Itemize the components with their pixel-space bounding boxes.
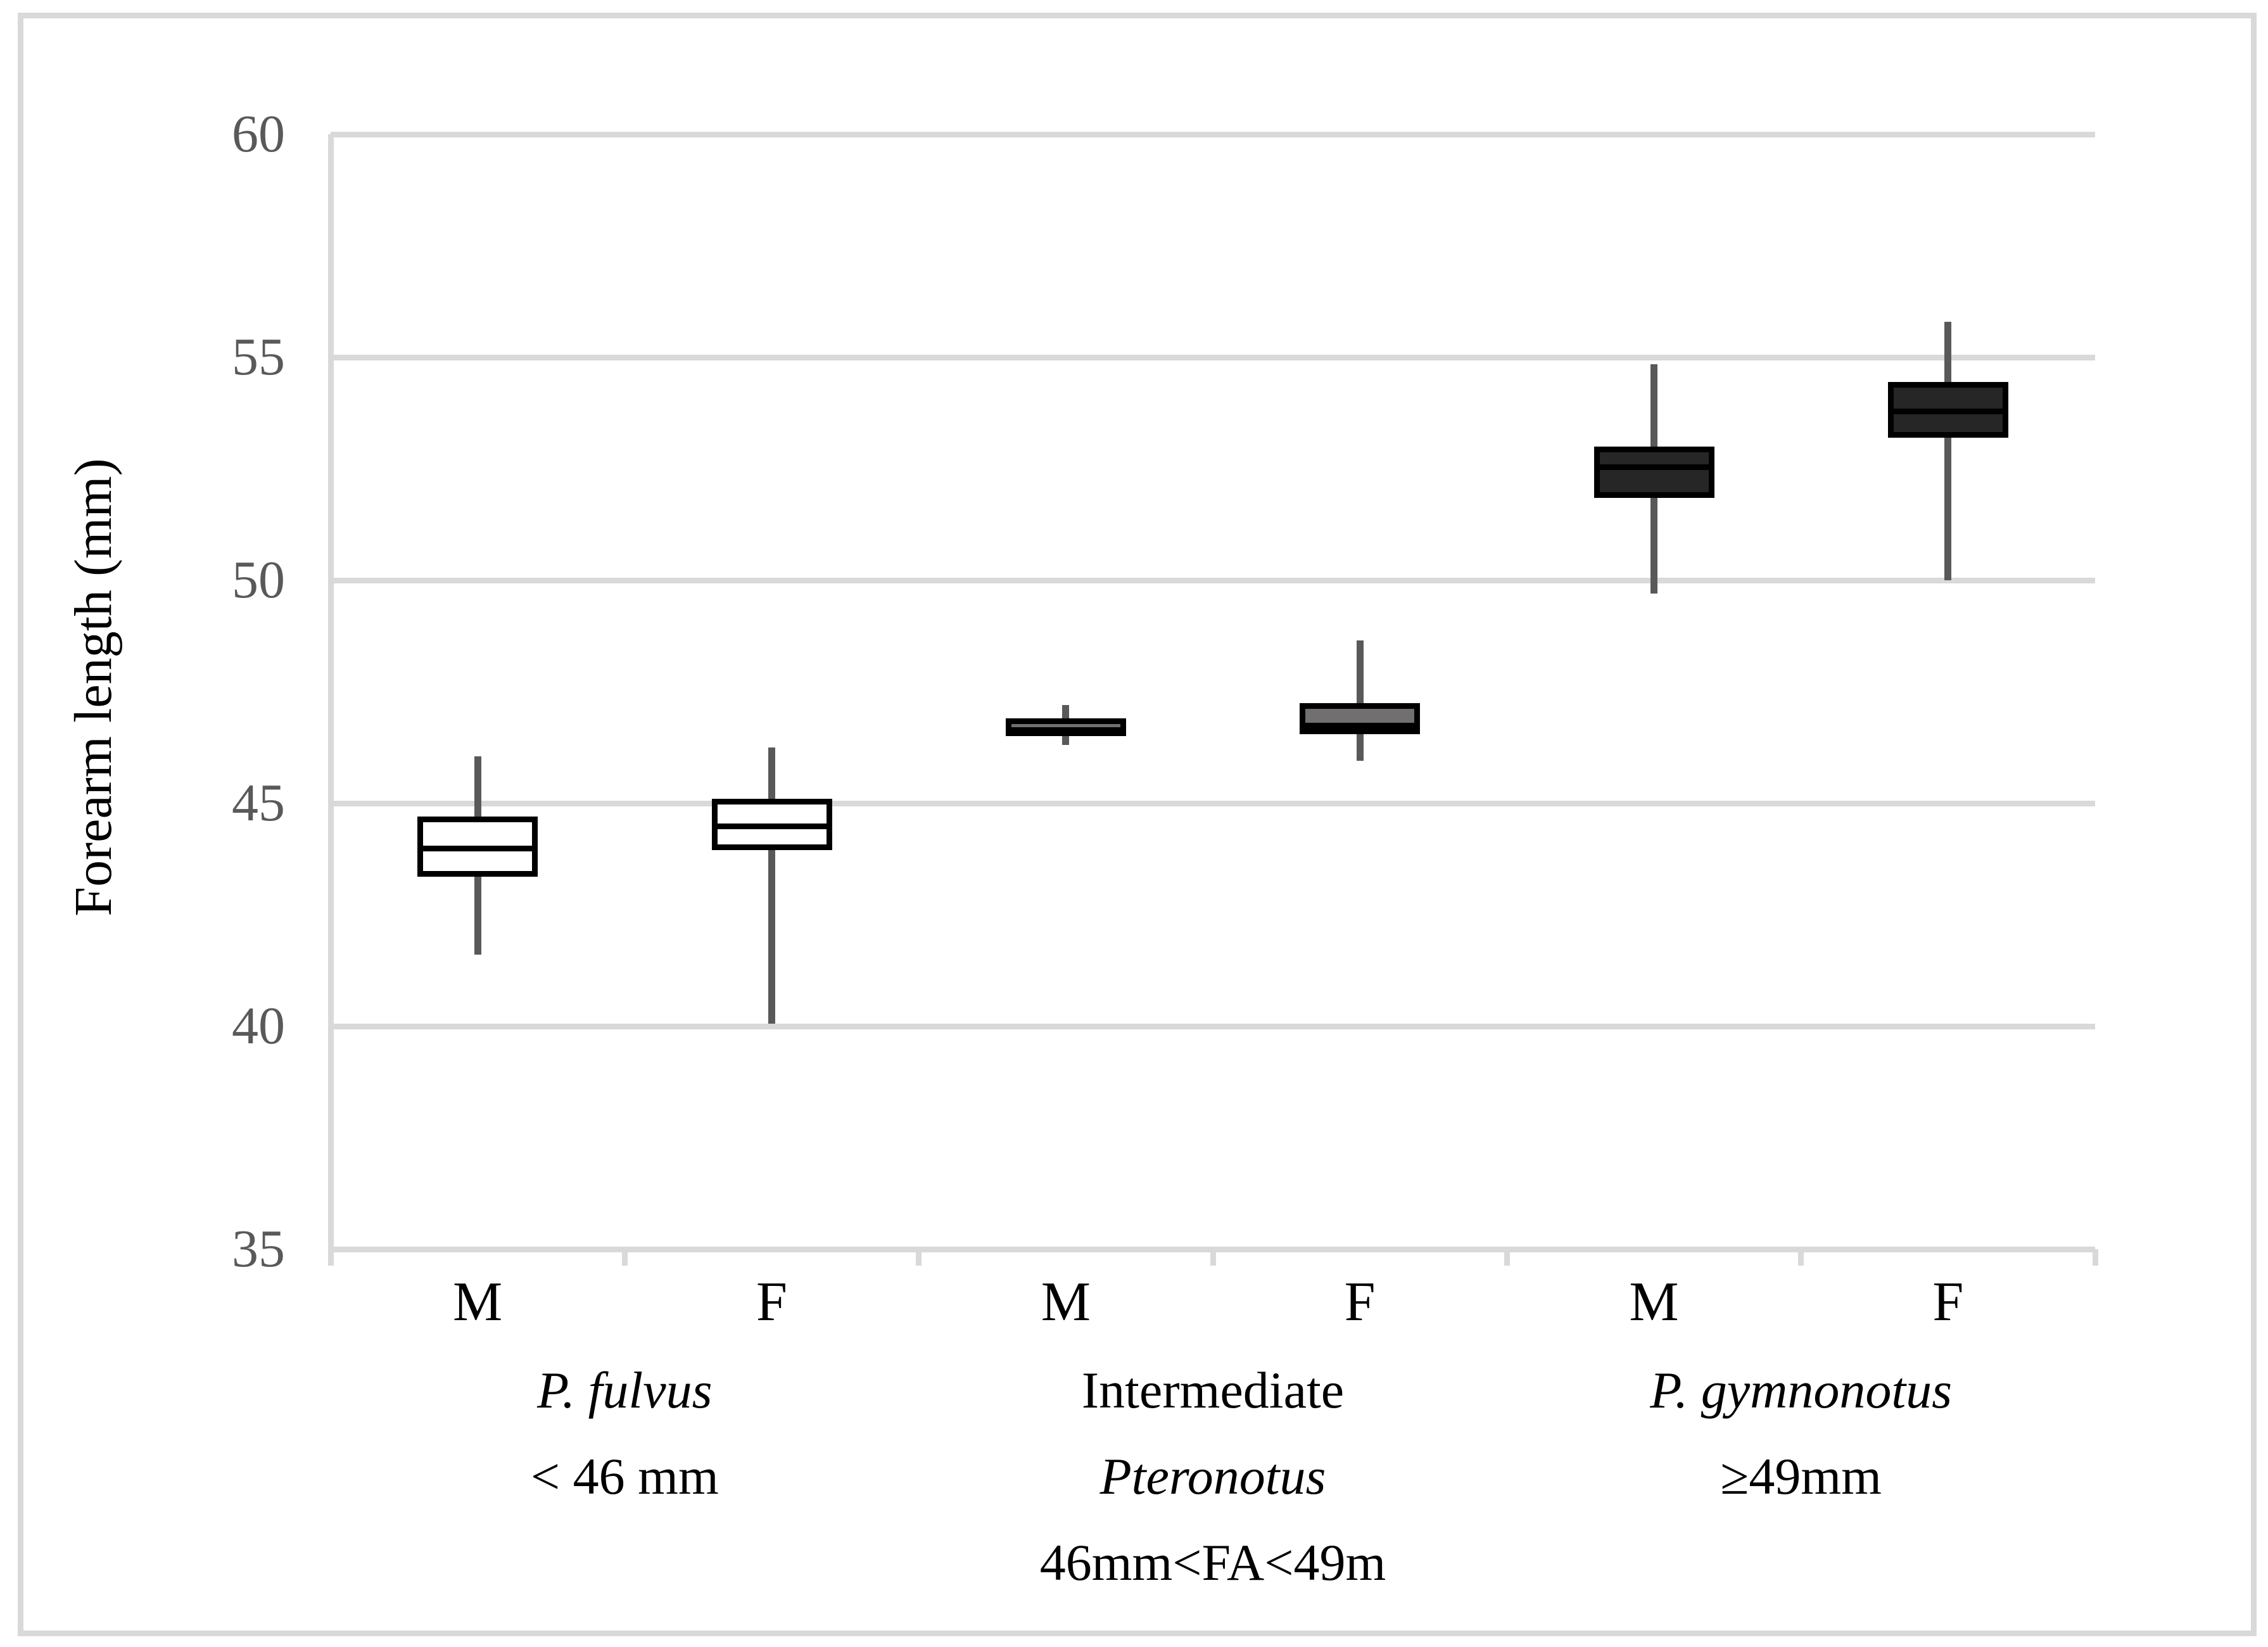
x-axis-tick	[1504, 1249, 1510, 1266]
boxplot-box-F-2	[1887, 381, 2008, 438]
y-tick-label: 50	[232, 550, 285, 609]
group-label-line: Pteronotus	[1099, 1447, 1326, 1505]
x-axis-tick	[621, 1249, 628, 1266]
y-gridline	[331, 131, 2095, 137]
y-tick-label: 35	[232, 1219, 285, 1278]
group-label-line: ≥49mm	[1720, 1447, 1882, 1505]
group-label-line: 46mm<FA<49m	[1039, 1534, 1386, 1591]
figure-border	[18, 13, 2257, 1636]
y-gridline	[331, 800, 2095, 806]
y-tick-label: 60	[232, 105, 285, 163]
x-category-label: F	[756, 1271, 787, 1333]
y-gridline	[331, 1023, 2095, 1029]
boxplot-box-F-1	[1300, 703, 1421, 734]
boxplot-box-M-2	[1593, 446, 1714, 498]
box-median-line	[717, 823, 827, 829]
group-label-line: P. fulvus	[537, 1361, 713, 1419]
y-gridline	[331, 577, 2095, 583]
x-category-label: M	[453, 1271, 503, 1333]
box-median-line	[1011, 727, 1120, 731]
box-median-line	[1305, 723, 1415, 728]
box-median-line	[1599, 464, 1709, 470]
group-label-line: < 46 mm	[530, 1447, 719, 1505]
group-label-line: Intermediate	[1081, 1361, 1345, 1419]
box-whisker	[1356, 640, 1364, 761]
y-tick-label: 40	[232, 996, 285, 1055]
box-median-line	[423, 845, 533, 851]
boxplot-box-F-0	[711, 798, 832, 850]
y-tick-label: 45	[232, 773, 285, 832]
group-label-line: P. gymnonotus	[1650, 1361, 1953, 1419]
x-axis-tick	[916, 1249, 922, 1266]
y-tick-label: 55	[232, 327, 285, 386]
boxplot-box-M-0	[417, 817, 538, 877]
x-axis-tick	[1210, 1249, 1216, 1266]
x-axis-tick	[2092, 1249, 2098, 1266]
boxplot-box-M-1	[1005, 718, 1126, 737]
box-whisker	[768, 747, 775, 1024]
x-category-label: F	[1932, 1271, 1964, 1333]
x-category-label: F	[1344, 1271, 1376, 1333]
x-axis-tick	[1798, 1249, 1804, 1266]
box-median-line	[1893, 408, 2003, 414]
y-gridline	[331, 354, 2095, 360]
x-category-label: M	[1041, 1271, 1091, 1333]
x-category-label: M	[1629, 1271, 1679, 1333]
box-whisker	[1944, 321, 1952, 580]
y-axis-line	[327, 134, 334, 1266]
